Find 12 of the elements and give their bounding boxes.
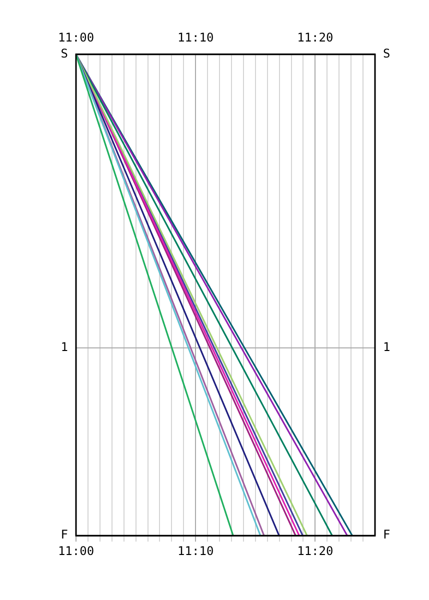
text: 1 [60,340,68,354]
x2-tick-label: 11:00 [58,30,94,44]
x-tick-label: 11:10 [178,544,214,558]
text: 1 [383,340,390,354]
text: S [383,46,390,61]
text: F [383,528,390,542]
x-tick-label: 11:20 [297,544,334,558]
text: S [60,46,68,61]
x-tick-label: 11:00 [58,544,94,558]
text: F [60,528,68,542]
x2-tick-label: 11:10 [178,30,214,44]
x2-tick-label: 11:20 [297,30,334,44]
